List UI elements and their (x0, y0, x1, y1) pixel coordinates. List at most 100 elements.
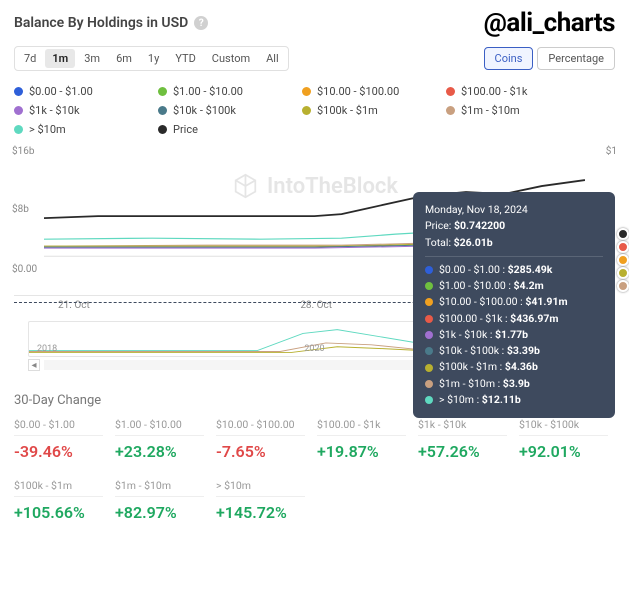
time-all-button[interactable]: All (259, 49, 286, 68)
change-value: +145.72% (216, 503, 305, 522)
legend-label: $100k - $1m (317, 104, 378, 117)
series-marker-icon (617, 280, 629, 292)
series-markers (617, 228, 629, 292)
tooltip-price: Price: $0.742200 (425, 218, 603, 234)
change-label: $10k - $100k (519, 418, 608, 436)
legend-dot-icon (302, 106, 311, 115)
change-value: +23.28% (115, 442, 204, 461)
change-value: +19.87% (317, 442, 406, 461)
legend-dot-icon (446, 106, 455, 115)
time-ytd-button[interactable]: YTD (168, 49, 202, 68)
mini-x-tick: 2020 (304, 344, 324, 354)
tooltip-date: Monday, Nov 18, 2024 (425, 202, 603, 218)
legend-label: $10k - $100k (173, 104, 236, 117)
tooltip-dot-icon (425, 380, 433, 388)
legend-label: > $10m (29, 123, 66, 136)
change-label: > $10m (216, 479, 305, 497)
change-label: $1k - $10k (418, 418, 507, 436)
y-axis-label: $16b (12, 146, 34, 157)
legend: $0.00 - $1.00 $1k - $10k > $10m $1.00 - $10… (0, 81, 629, 146)
legend-label: $100.00 - $1k (461, 85, 527, 98)
legend-item[interactable]: $10.00 - $100.00 (302, 85, 422, 98)
tooltip-row: $100k - $1m : $4.36b (425, 359, 603, 375)
change-cell: $10k - $100k +92.01% (513, 414, 614, 475)
legend-item[interactable]: $1k - $10k (14, 104, 134, 117)
change-cell: $1k - $10k +57.26% (412, 414, 513, 475)
time-6m-button[interactable]: 6m (109, 49, 139, 68)
series-marker-icon (617, 228, 629, 240)
legend-dot-icon (302, 87, 311, 96)
help-icon[interactable]: ? (194, 16, 208, 30)
legend-label: $1m - $10m (461, 104, 520, 117)
tooltip-row: $0.00 - $1.00 : $285.49k (425, 262, 603, 278)
change-cell: $1.00 - $10.00 +23.28% (109, 414, 210, 475)
change-value: +92.01% (519, 442, 608, 461)
time-1m-button[interactable]: 1m (45, 49, 75, 68)
change-cell: $100.00 - $1k+19.87% (311, 414, 412, 475)
change-cell: $100k - $1m+105.66% (8, 475, 109, 536)
time-3m-button[interactable]: 3m (77, 49, 107, 68)
y-axis-right-label: $1 (606, 146, 617, 157)
tooltip-dot-icon (425, 266, 433, 274)
legend-label: $1.00 - $10.00 (173, 85, 243, 98)
y-axis-label: $0.00 (12, 264, 37, 275)
legend-label: $0.00 - $1.00 (29, 85, 93, 98)
change-cell: $0.00 - $1.00 -39.46% (8, 414, 109, 475)
time-1y-button[interactable]: 1y (141, 49, 166, 68)
legend-dot-icon (158, 87, 167, 96)
change-label: $1.00 - $10.00 (115, 418, 204, 436)
mode-coins-button[interactable]: Coins (484, 47, 534, 70)
change-cell: > $10m +145.72% (210, 475, 311, 536)
tooltip-dot-icon (425, 347, 433, 355)
legend-dot-icon (14, 106, 23, 115)
change-cell: $10.00 - $100.00 -7.65% (210, 414, 311, 475)
page-title: Balance By Holdings in USD (14, 15, 188, 31)
legend-dot-icon (14, 125, 23, 134)
legend-item[interactable]: Price (158, 123, 278, 136)
tooltip-dot-icon (425, 298, 433, 306)
chart-tooltip: Monday, Nov 18, 2024Price: $0.742200Tota… (413, 192, 615, 418)
legend-dot-icon (158, 125, 167, 134)
change-value: +82.97% (115, 503, 204, 522)
changes-grid: $0.00 - $1.00 -39.46% $1.00 - $10.00 +23.28… (0, 414, 629, 536)
tooltip-dot-icon (425, 315, 433, 323)
legend-item[interactable]: $1.00 - $10.00 (158, 85, 278, 98)
tooltip-dot-icon (425, 282, 433, 290)
change-value: -7.65% (216, 442, 305, 461)
change-cell: $1m - $10m +82.97% (109, 475, 210, 536)
tooltip-row: $10k - $100k : $3.39b (425, 343, 603, 359)
y-axis-label: $8b (12, 204, 29, 215)
tooltip-total: Total: $26.01b (425, 235, 603, 251)
legend-label: Price (173, 123, 198, 136)
tooltip-row: $1.00 - $10.00 : $4.2m (425, 278, 603, 294)
time-7d-button[interactable]: 7d (17, 49, 43, 68)
change-label: $1m - $10m (115, 479, 204, 497)
mode-percentage-button[interactable]: Percentage (537, 47, 615, 70)
mini-x-tick: 2018 (37, 344, 57, 354)
tooltip-dot-icon (425, 364, 433, 372)
legend-label: $10.00 - $100.00 (317, 85, 399, 98)
change-value: -39.46% (14, 442, 103, 461)
change-value: +57.26% (418, 442, 507, 461)
time-custom-button[interactable]: Custom (205, 49, 257, 68)
time-range-group: 7d1m3m6m1yYTDCustomAll (14, 46, 289, 71)
legend-item[interactable]: > $10m (14, 123, 134, 136)
change-label: $0.00 - $1.00 (14, 418, 103, 436)
series-marker-icon (617, 254, 629, 266)
mode-group: CoinsPercentage (484, 47, 615, 70)
tooltip-row: > $10m : $12.11b (425, 392, 603, 408)
legend-item[interactable]: $0.00 - $1.00 (14, 85, 134, 98)
legend-item[interactable]: $10k - $100k (158, 104, 278, 117)
legend-label: $1k - $10k (29, 104, 80, 117)
series-marker-icon (617, 267, 629, 279)
series-marker-icon (617, 241, 629, 253)
tooltip-row: $1m - $10m : $3.9b (425, 376, 603, 392)
legend-dot-icon (158, 106, 167, 115)
scroll-left-icon[interactable]: ◂ (28, 359, 40, 371)
watermark-handle: @ali_charts (484, 8, 615, 38)
tooltip-dot-icon (425, 396, 433, 404)
legend-item[interactable]: $100k - $1m (302, 104, 422, 117)
legend-item[interactable]: $1m - $10m (446, 104, 566, 117)
change-label: $10.00 - $100.00 (216, 418, 305, 436)
legend-item[interactable]: $100.00 - $1k (446, 85, 566, 98)
